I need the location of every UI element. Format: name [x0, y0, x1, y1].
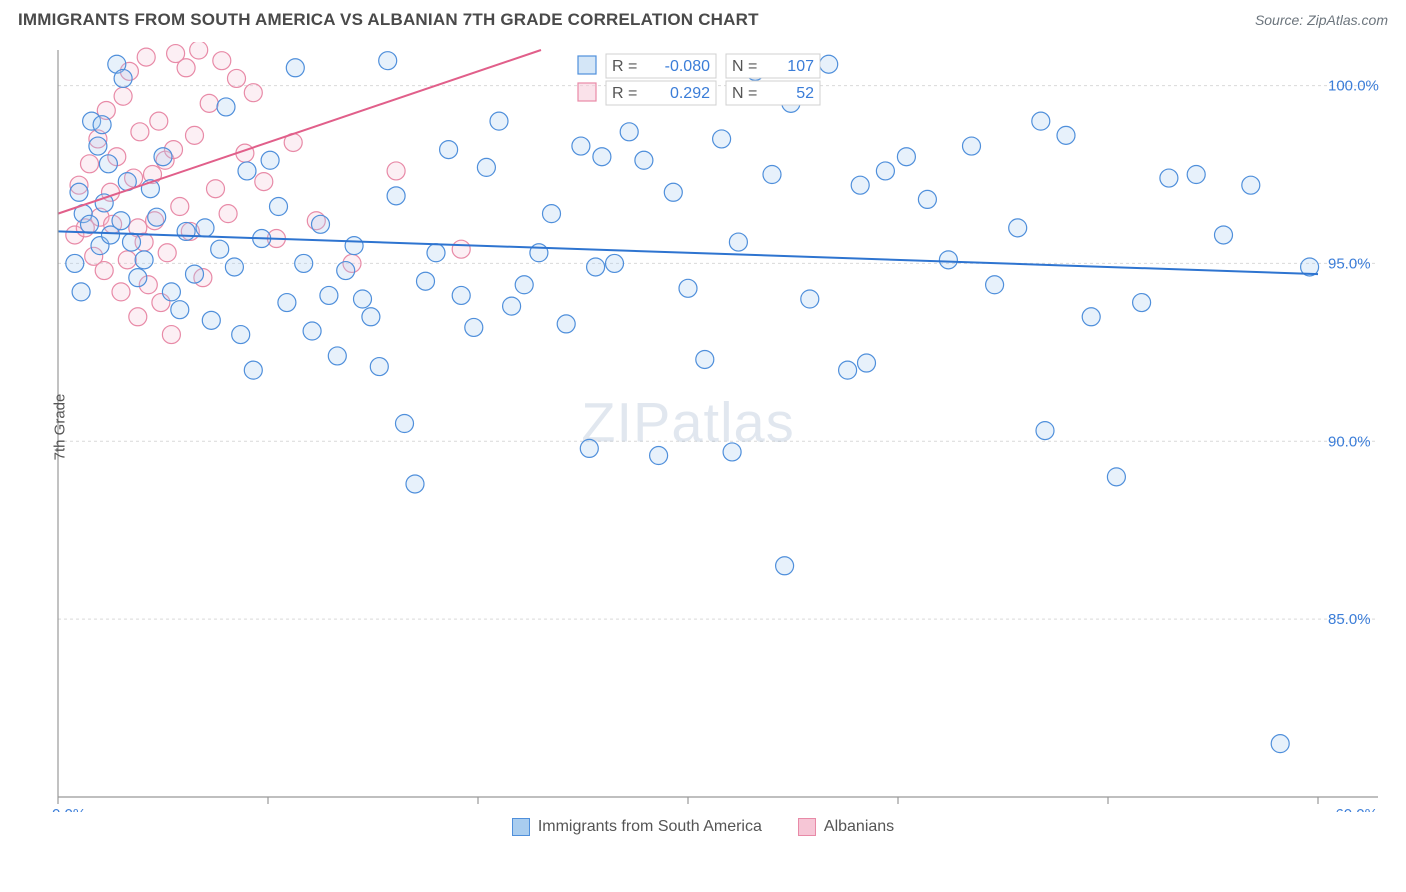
svg-text:52: 52	[796, 85, 814, 102]
legend-item-sa: Immigrants from South America	[512, 818, 762, 836]
svg-text:R =: R =	[612, 85, 637, 102]
legend-label-sa: Immigrants from South America	[538, 818, 762, 836]
source-attribution: Source: ZipAtlas.com	[1255, 12, 1388, 28]
svg-text:0.0%: 0.0%	[52, 806, 86, 812]
svg-text:-0.080: -0.080	[665, 58, 710, 75]
bottom-legend: Immigrants from South America Albanians	[0, 818, 1406, 836]
svg-text:85.0%: 85.0%	[1328, 611, 1371, 628]
svg-text:95.0%: 95.0%	[1328, 255, 1371, 272]
legend-swatch-alb	[798, 818, 816, 836]
y-axis-label: 7th Grade	[52, 394, 69, 461]
svg-text:0.292: 0.292	[670, 85, 710, 102]
svg-text:107: 107	[787, 58, 814, 75]
scatter-plot: 85.0% 90.0% 95.0% 100.0% ZIPatlas 0.0% 60.0% R …	[48, 42, 1388, 812]
chart-title: IMMIGRANTS FROM SOUTH AMERICA VS ALBANIA…	[18, 10, 759, 30]
svg-text:ZIPatlas: ZIPatlas	[581, 391, 794, 454]
svg-text:N =: N =	[732, 58, 757, 75]
chart-container: 7th Grade 85.0% 90.0% 95.0% 100.0% ZIPatlas 0…	[48, 42, 1388, 812]
legend-label-alb: Albanians	[824, 818, 894, 836]
legend-swatch-sa	[512, 818, 530, 836]
legend-item-alb: Albanians	[798, 818, 894, 836]
svg-text:100.0%: 100.0%	[1328, 78, 1379, 95]
svg-text:R =: R =	[612, 58, 637, 75]
svg-text:90.0%: 90.0%	[1328, 433, 1371, 450]
svg-text:60.0%: 60.0%	[1335, 806, 1378, 812]
svg-text:N =: N =	[732, 85, 757, 102]
